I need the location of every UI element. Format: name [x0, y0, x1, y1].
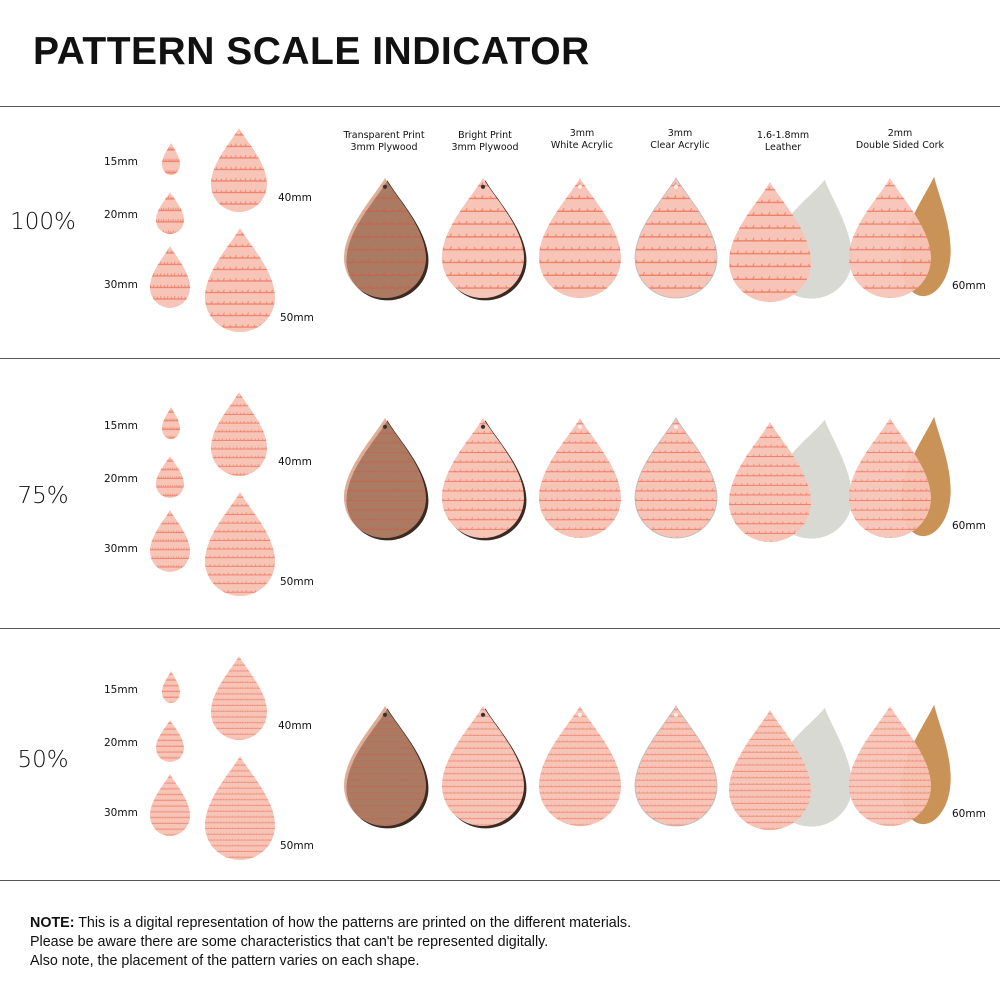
teardrop-white-acrylic: [539, 706, 621, 826]
header-line: 3mm Plywood: [350, 142, 418, 153]
teardrop-transparent-plywood: [344, 418, 429, 541]
header-line: 3mm: [667, 128, 693, 139]
teardrop-40mm: [211, 656, 267, 740]
teardrop-cork-front: [849, 706, 931, 826]
divider: [0, 880, 1000, 881]
size-label-20mm: 20mm: [104, 737, 138, 749]
header-line: Transparent Print: [343, 130, 425, 141]
teardrop-50mm: [205, 756, 275, 860]
note-text: This is a digital representation of how …: [74, 915, 632, 931]
header-line: Clear Acrylic: [650, 140, 710, 151]
divider: [0, 358, 1000, 359]
teardrop-15mm: [162, 143, 180, 175]
header-line: 1.6-1.8mm: [756, 130, 810, 141]
size-label-50mm: 50mm: [280, 576, 314, 588]
scale-percent-label: 50%: [17, 747, 69, 773]
divider: [0, 106, 1000, 107]
size-label-15mm: 15mm: [104, 684, 138, 696]
teardrop-15mm: [162, 671, 180, 703]
teardrop-transparent-plywood: [344, 178, 429, 301]
teardrop-20mm: [156, 720, 184, 762]
page-title: PATTERN SCALE INDICATOR: [33, 30, 590, 73]
teardrop-bright-plywood: [442, 178, 527, 301]
size-label-15mm: 15mm: [104, 156, 138, 168]
note-line-3: Also note, the placement of the pattern …: [30, 953, 420, 969]
teardrop-clear-acrylic: [634, 177, 718, 299]
header-line: Leather: [764, 142, 802, 153]
teardrop-bright-plywood: [442, 418, 527, 541]
teardrop-transparent-plywood: [344, 706, 429, 829]
teardrop-40mm: [211, 392, 267, 476]
header-line: Double Sided Cork: [855, 140, 945, 151]
scale-percent-label: 100%: [10, 209, 76, 235]
teardrop-30mm: [150, 774, 190, 836]
size-label-60mm: 60mm: [952, 520, 986, 532]
note-line-1: NOTE: This is a digital representation o…: [30, 914, 631, 933]
material-header-bright-plywood: Bright Print 3mm Plywood: [425, 130, 545, 154]
size-label-20mm: 20mm: [104, 209, 138, 221]
scale-percent-label: 75%: [17, 483, 69, 509]
teardrop-leather-front: [729, 710, 811, 830]
size-label-50mm: 50mm: [280, 312, 314, 324]
teardrop-50mm: [205, 228, 275, 332]
header-line: White Acrylic: [550, 140, 614, 151]
note-label: NOTE:: [30, 915, 75, 931]
size-label-30mm: 30mm: [104, 807, 138, 819]
teardrop-40mm: [211, 128, 267, 212]
teardrop-cork-front: [849, 418, 931, 538]
note: NOTE: This is a digital representation o…: [30, 914, 631, 971]
teardrop-20mm: [156, 456, 184, 498]
teardrop-white-acrylic: [539, 178, 621, 298]
note-line-2: Please be aware there are some character…: [30, 934, 549, 950]
size-label-60mm: 60mm: [952, 808, 986, 820]
teardrop-20mm: [156, 192, 184, 234]
material-header-white-acrylic: 3mm White Acrylic: [522, 128, 642, 152]
header-line: Bright Print: [458, 130, 512, 141]
size-label-30mm: 30mm: [104, 543, 138, 555]
size-label-60mm: 60mm: [952, 280, 986, 292]
teardrop-clear-acrylic: [634, 705, 718, 827]
teardrop-50mm: [205, 492, 275, 596]
header-line: 3mm: [569, 128, 595, 139]
size-label-20mm: 20mm: [104, 473, 138, 485]
divider: [0, 628, 1000, 629]
teardrop-white-acrylic: [539, 418, 621, 538]
teardrop-leather-front: [729, 182, 811, 302]
header-line: 3mm Plywood: [451, 142, 519, 153]
teardrop-15mm: [162, 407, 180, 439]
teardrop-30mm: [150, 246, 190, 308]
size-label-15mm: 15mm: [104, 420, 138, 432]
teardrop-bright-plywood: [442, 706, 527, 829]
material-header-clear-acrylic: 3mm Clear Acrylic: [620, 128, 740, 152]
teardrop-leather-front: [729, 422, 811, 542]
size-label-30mm: 30mm: [104, 279, 138, 291]
teardrop-cork-front: [849, 178, 931, 298]
size-label-40mm: 40mm: [278, 456, 312, 468]
material-header-cork: 2mm Double Sided Cork: [830, 128, 970, 152]
size-label-50mm: 50mm: [280, 840, 314, 852]
teardrop-30mm: [150, 510, 190, 572]
header-line: 2mm: [887, 128, 913, 139]
teardrop-clear-acrylic: [634, 417, 718, 539]
size-label-40mm: 40mm: [278, 720, 312, 732]
material-header-leather: 1.6-1.8mm Leather: [723, 130, 843, 154]
material-header-transparent-plywood: Transparent Print 3mm Plywood: [324, 130, 444, 154]
size-label-40mm: 40mm: [278, 192, 312, 204]
